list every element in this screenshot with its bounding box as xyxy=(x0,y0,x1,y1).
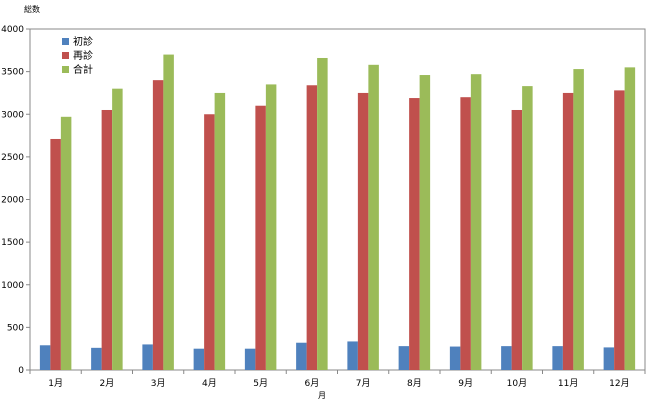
bar-合計-5月 xyxy=(265,84,277,370)
x-tick-label: 1月 xyxy=(48,378,63,389)
bar-合計-1月 xyxy=(60,116,72,371)
bar-合計-10月 xyxy=(522,86,533,371)
bar-再診-5月 xyxy=(255,105,266,370)
bar-合計-12月 xyxy=(624,67,636,371)
x-tick-label: 10月 xyxy=(507,378,527,389)
bar-再診-2月 xyxy=(101,109,113,371)
x-tick-label: 9月 xyxy=(458,378,473,389)
bar-合計-3月 xyxy=(163,54,174,370)
plot-area: 0 500 1000 1500 2000 2500 3000 3500 4000 1月 2月 3月 4月… xyxy=(1,25,646,389)
bar-合計-9月 xyxy=(470,74,482,371)
bar-初診-10月 xyxy=(501,346,512,370)
x-tick-label: 2月 xyxy=(100,378,115,389)
y-tick-label: 2000 xyxy=(1,196,24,206)
bar-再診-7月 xyxy=(357,92,369,370)
bar-再診-11月 xyxy=(562,92,574,370)
x-tick-label: 4月 xyxy=(202,378,217,389)
bar-合計-7月 xyxy=(368,64,379,371)
x-tick-label: 11月 xyxy=(558,378,578,389)
x-tick-label: 12月 xyxy=(609,378,629,389)
legend-swatch xyxy=(62,66,69,73)
y-tick-label: 3000 xyxy=(1,110,24,120)
x-tick-label: 8月 xyxy=(407,378,422,389)
bar-初診-6月 xyxy=(296,342,307,370)
y-tick-label: 1000 xyxy=(1,281,24,291)
y-axis-title: 総数 xyxy=(24,4,40,14)
bar-初診-12月 xyxy=(603,347,615,370)
bar-初診-1月 xyxy=(39,345,51,370)
legend-swatch xyxy=(62,52,69,59)
bar-合計-11月 xyxy=(573,69,584,370)
bar-再診-10月 xyxy=(511,109,523,371)
bar-合計-2月 xyxy=(112,88,123,371)
x-tick-label: 5月 xyxy=(253,378,268,389)
y-tick-label: 0 xyxy=(18,366,24,376)
bar-初診-3月 xyxy=(142,344,153,370)
bar-初診-8月 xyxy=(398,346,410,370)
y-tick-label: 2500 xyxy=(1,153,24,163)
y-tick-label: 3500 xyxy=(1,68,24,78)
y-tick-label: 500 xyxy=(7,323,24,333)
legend-label: 再診 xyxy=(73,49,93,62)
bar-初診-7月 xyxy=(347,341,358,370)
bar-合計-4月 xyxy=(214,92,226,370)
x-tick-label: 6月 xyxy=(305,378,320,389)
bar-再診-6月 xyxy=(306,85,318,370)
bar-初診-2月 xyxy=(91,347,102,370)
bar-初診-9月 xyxy=(449,346,461,370)
y-tick-label: 1500 xyxy=(1,238,24,248)
legend-label: 合計 xyxy=(73,63,93,76)
bar-初診-11月 xyxy=(552,346,563,370)
x-axis-title: 月 xyxy=(318,391,326,400)
bar-合計-8月 xyxy=(419,75,431,370)
bar-再診-8月 xyxy=(409,98,420,371)
bar-再診-4月 xyxy=(204,114,215,370)
legend-label: 初診 xyxy=(73,35,93,48)
bar-再診-1月 xyxy=(50,138,61,370)
bar-再診-3月 xyxy=(152,80,164,371)
bar-再診-9月 xyxy=(460,97,471,370)
legend-swatch xyxy=(62,38,69,45)
x-tick-label: 7月 xyxy=(356,378,371,389)
bar-初診-5月 xyxy=(244,348,256,370)
y-tick-label: 4000 xyxy=(1,25,24,35)
bar-再診-12月 xyxy=(614,90,625,370)
x-tick-label: 3月 xyxy=(151,378,166,389)
bar-合計-6月 xyxy=(317,57,328,371)
bar-初診-4月 xyxy=(193,348,205,370)
